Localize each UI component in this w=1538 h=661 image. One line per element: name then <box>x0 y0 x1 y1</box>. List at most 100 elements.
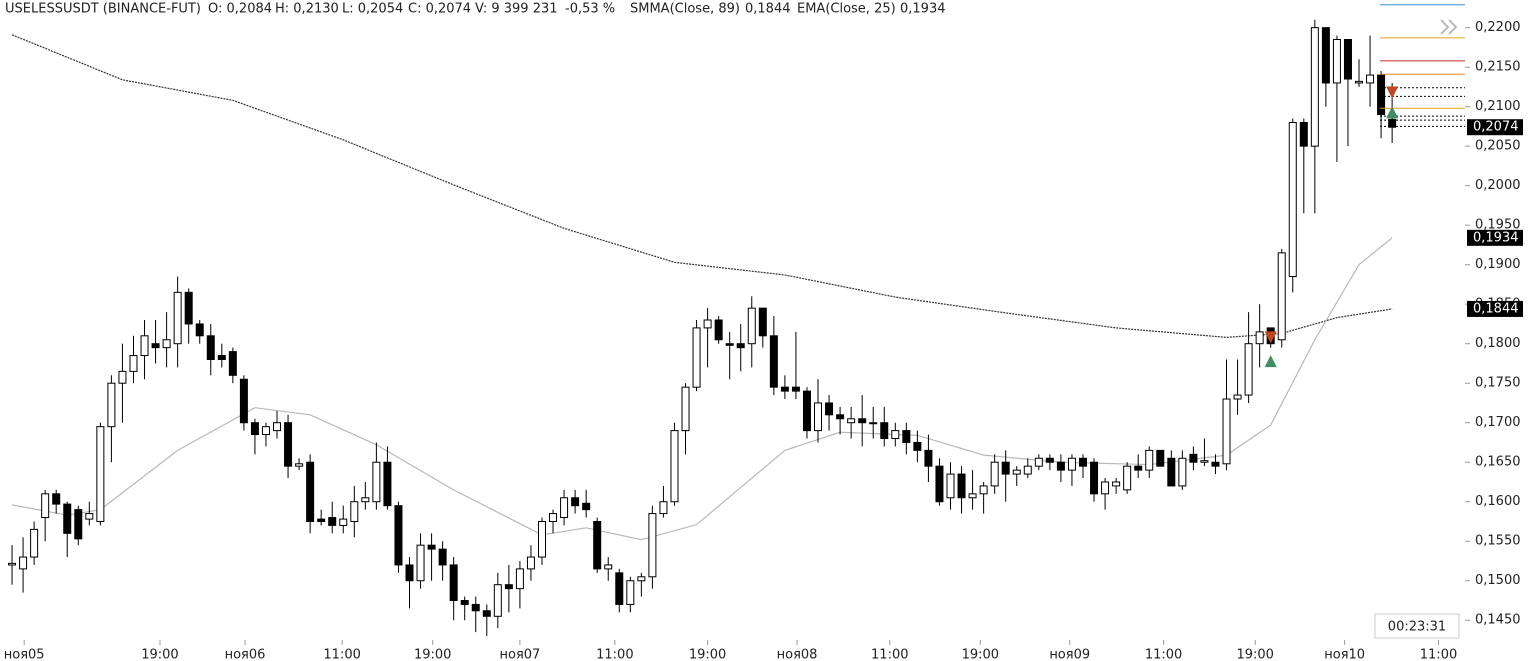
candle-body <box>515 568 524 590</box>
candle-body <box>107 382 116 428</box>
y-tick-label: 0,2100 <box>1475 99 1521 114</box>
candle-body <box>604 564 613 570</box>
candle-body <box>858 418 867 424</box>
header-item: O: 0,2084 <box>208 2 272 17</box>
candle-body <box>1255 331 1264 345</box>
x-tick-label: 19:00 <box>414 648 451 661</box>
candle-body <box>814 402 823 432</box>
candle-body <box>1112 481 1121 487</box>
candle-body <box>1056 461 1065 471</box>
candle-body <box>151 343 160 349</box>
candle-body <box>836 414 845 420</box>
x-tick-label: 11:00 <box>1420 648 1457 661</box>
candle-body <box>394 505 403 566</box>
candle-body <box>162 339 171 349</box>
candle-body <box>1310 27 1319 147</box>
candle-body <box>504 584 513 590</box>
candle-body <box>913 441 922 451</box>
price-badge <box>1467 300 1523 317</box>
x-tick-label: 11:00 <box>596 648 633 661</box>
candle-body <box>217 355 226 361</box>
candle-body <box>328 517 337 526</box>
signal-buy <box>1386 106 1399 119</box>
y-tick-label: 0,1700 <box>1475 415 1521 430</box>
candle-body <box>1388 118 1397 128</box>
candle-body <box>847 418 856 424</box>
candle-body <box>526 556 535 570</box>
candle-body <box>1178 457 1187 487</box>
candle-body <box>383 461 392 507</box>
candle-body <box>1355 80 1364 84</box>
candle-body <box>593 520 602 570</box>
header-item: C: 0,2074 <box>408 2 471 17</box>
candle-body <box>1123 465 1132 491</box>
chevron <box>1448 19 1458 35</box>
header-item: L: 0,2054 <box>342 2 403 17</box>
candle-body <box>195 323 204 337</box>
candle-body <box>537 520 546 558</box>
candle-body <box>228 351 237 376</box>
candle-body <box>1067 457 1076 471</box>
price-badge-label: 0,2074 <box>1473 120 1519 135</box>
candle-body <box>615 572 624 605</box>
candle-body <box>1101 481 1110 495</box>
candle-body <box>493 584 502 617</box>
x-tick-label: 11:00 <box>871 648 908 661</box>
candle-body <box>560 497 569 519</box>
header-item: SMMA(Close, 89) <box>630 2 740 17</box>
scroll-icon[interactable] <box>1440 19 1458 35</box>
candle-body <box>1090 461 1099 495</box>
candle-body <box>1167 457 1176 487</box>
candle-body <box>1045 457 1054 463</box>
candle-body <box>758 307 767 337</box>
candle-body <box>1200 460 1209 463</box>
candle-body <box>648 513 657 578</box>
candle-body <box>1366 74 1375 84</box>
candle-body <box>85 513 94 520</box>
candle-body <box>869 422 878 425</box>
candle-body <box>571 497 580 507</box>
x-tick-label: ноя06 <box>225 648 266 661</box>
x-tick-label: ноя08 <box>777 648 818 661</box>
x-tick-label: 19:00 <box>962 648 999 661</box>
candle-body <box>8 562 17 566</box>
candle-body <box>1343 39 1352 80</box>
price-badge <box>1467 229 1523 246</box>
candle-body <box>317 518 326 522</box>
header-item: EMA(Close, 25) <box>797 2 896 17</box>
candle-body <box>946 473 955 499</box>
header-item: V: 9 399 231 <box>475 2 558 17</box>
signal-sell <box>1264 331 1277 344</box>
chevron <box>1440 19 1450 35</box>
candle-body <box>902 430 911 443</box>
price-badge <box>1467 119 1523 136</box>
candle-body <box>736 343 745 349</box>
candle-body <box>659 501 668 515</box>
candle-body <box>96 426 105 522</box>
candle-body <box>1288 121 1297 278</box>
signal-buy <box>1264 355 1277 368</box>
header-item: -0,53 % <box>565 2 615 17</box>
candle-body <box>250 422 259 436</box>
candle-body <box>449 564 458 601</box>
candle-body <box>460 599 469 605</box>
candle-body <box>1034 457 1043 467</box>
y-tick-label: 0,1650 <box>1475 455 1521 470</box>
x-tick-label: ноя07 <box>499 648 540 661</box>
candle-body <box>637 576 646 582</box>
candle-body <box>703 319 712 329</box>
candle-body <box>747 307 756 345</box>
y-tick-label: 0,1450 <box>1475 613 1521 628</box>
candle-body <box>284 422 293 467</box>
price-badge-label: 0,1934 <box>1473 230 1519 245</box>
timer: 00:23:31 <box>1388 620 1446 635</box>
candle-body <box>769 335 778 388</box>
candle-body <box>63 503 72 534</box>
candle-body <box>74 509 83 540</box>
candle-body <box>1012 469 1021 475</box>
candle-body <box>129 355 138 372</box>
y-tick-label: 0,2150 <box>1475 60 1521 75</box>
candle-body <box>1023 465 1032 475</box>
